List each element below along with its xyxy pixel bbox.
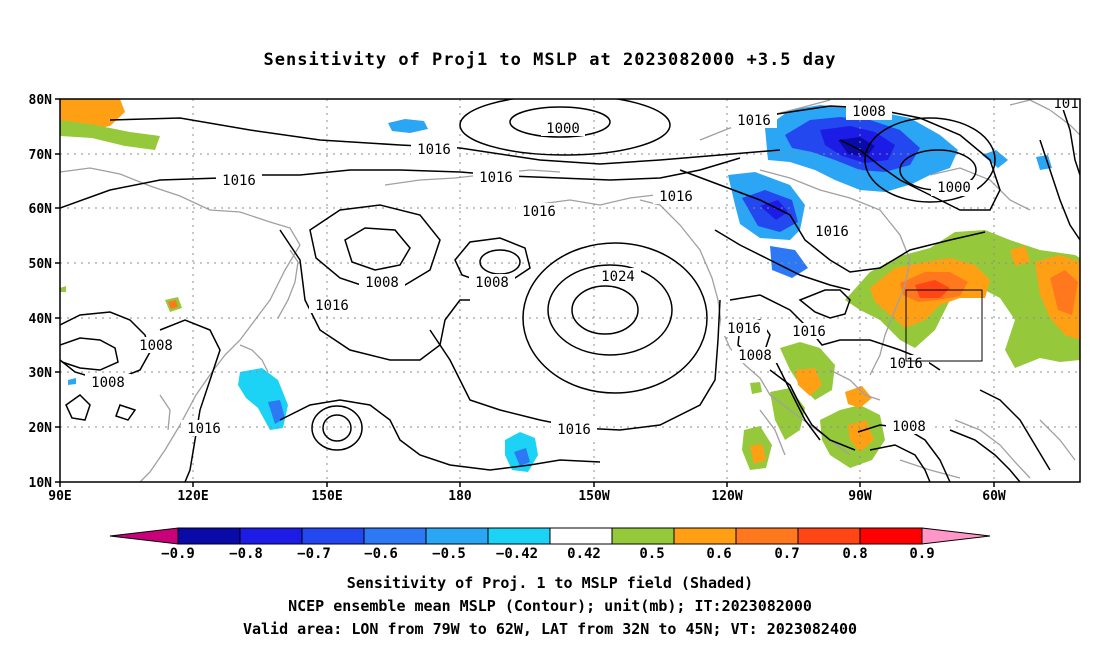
colorbar-box — [797, 527, 861, 545]
lon-label: 180 — [448, 489, 472, 504]
contour-label: 1016 — [727, 321, 761, 337]
contour-label: 1000 — [937, 180, 971, 196]
axis-ticks — [55, 98, 995, 487]
colorbar-box — [363, 527, 427, 545]
lon-label: 150W — [578, 489, 609, 504]
contour-label: 1024 — [601, 269, 635, 285]
contour-label: 1016 — [889, 356, 923, 372]
mslp-contours — [60, 99, 1080, 482]
colorbar-tick-label: −0.7 — [297, 546, 331, 562]
contour-label: 1008 — [139, 338, 173, 354]
lat-label: 20N — [29, 421, 53, 436]
colorbar-arrow-high — [921, 527, 991, 545]
colorbar — [109, 527, 991, 545]
contour-label: 1008 — [365, 275, 399, 291]
contour-label: 1016 — [522, 204, 556, 220]
colorbar-box — [859, 527, 923, 545]
contour-label: 1016 — [187, 421, 221, 437]
lat-label: 80N — [29, 93, 53, 108]
colorbar-box — [239, 527, 303, 545]
gridlines — [60, 99, 1080, 482]
contour-label: 1008 — [852, 104, 886, 120]
lon-label: 120E — [177, 489, 208, 504]
colorbar-arrow-low — [109, 527, 179, 545]
colorbar-labels: −0.9 −0.8 −0.7 −0.6 −0.5 −0.42 0.42 0.5 … — [161, 546, 935, 562]
lat-label: 10N — [29, 476, 53, 491]
lat-label: 60N — [29, 202, 53, 217]
colorbar-tick-label: 0.7 — [774, 546, 799, 562]
contour-label-group: 1000 1016 1016 1016 1016 1008 1008 1024 … — [85, 96, 1080, 438]
colorbar-tick-label: −0.6 — [364, 546, 398, 562]
contour-label: 1016 — [222, 173, 256, 189]
lon-label: 120W — [711, 489, 742, 504]
colorbar-box — [425, 527, 489, 545]
contour-label: 1008 — [91, 375, 125, 391]
colorbar-tick-label: −0.9 — [161, 546, 195, 562]
colorbar-box — [735, 527, 799, 545]
colorbar-box — [673, 527, 737, 545]
lat-labels: 80N 70N 60N 50N 40N 30N 20N 10N — [29, 93, 53, 491]
contour-label: 1008 — [738, 348, 772, 364]
colorbar-box — [487, 527, 551, 545]
contour-label: 1000 — [546, 121, 580, 137]
colorbar-tick-label: 0.42 — [567, 546, 601, 562]
contour-label: 1008 — [892, 419, 926, 435]
colorbar-tick-label: 0.6 — [706, 546, 731, 562]
contour-label: 101 — [1053, 96, 1078, 112]
colorbar-tick-label: −0.8 — [229, 546, 263, 562]
lon-label: 60W — [982, 489, 1006, 504]
plot-frame — [59, 98, 1081, 483]
lat-label: 40N — [29, 312, 53, 327]
caption-line-2: NCEP ensemble mean MSLP (Contour); unit(… — [288, 597, 812, 615]
contour-label: 1016 — [737, 113, 771, 129]
contour-label: 1016 — [417, 142, 451, 158]
caption-line-3: Valid area: LON from 79W to 62W, LAT fro… — [242, 620, 858, 638]
contour-label: 1016 — [815, 224, 849, 240]
colorbar-box — [611, 527, 675, 545]
contour-label: 1008 — [475, 275, 509, 291]
colorbar-tick-label: 0.8 — [842, 546, 867, 562]
colorbar-tick-label: −0.5 — [432, 546, 466, 562]
colorbar-box — [177, 527, 241, 545]
chart-title: Sensitivity of Proj1 to MSLP at 20230820… — [263, 50, 837, 70]
contour-label: 1016 — [315, 298, 349, 314]
contour-label: 1016 — [557, 422, 591, 438]
lon-label: 90W — [848, 489, 872, 504]
lat-label: 50N — [29, 257, 53, 272]
colorbar-box — [549, 527, 613, 545]
lon-labels: 90E 120E 150E 180 150W 120W 90W 60W — [48, 489, 1006, 504]
colorbar-tick-label: 0.9 — [909, 546, 934, 562]
caption-line-1: Sensitivity of Proj. 1 to MSLP field (Sh… — [346, 574, 754, 592]
valid-area-box — [905, 289, 983, 362]
lon-label: 150E — [311, 489, 342, 504]
colorbar-box — [301, 527, 365, 545]
contour-label: 1016 — [479, 170, 513, 186]
lat-label: 30N — [29, 366, 53, 381]
colorbar-tick-label: −0.42 — [496, 546, 538, 562]
colorbar-tick-label: 0.5 — [639, 546, 664, 562]
lon-label: 90E — [48, 489, 71, 504]
contour-label: 1016 — [792, 324, 826, 340]
lat-label: 70N — [29, 148, 53, 163]
contour-label: 1016 — [659, 189, 693, 205]
